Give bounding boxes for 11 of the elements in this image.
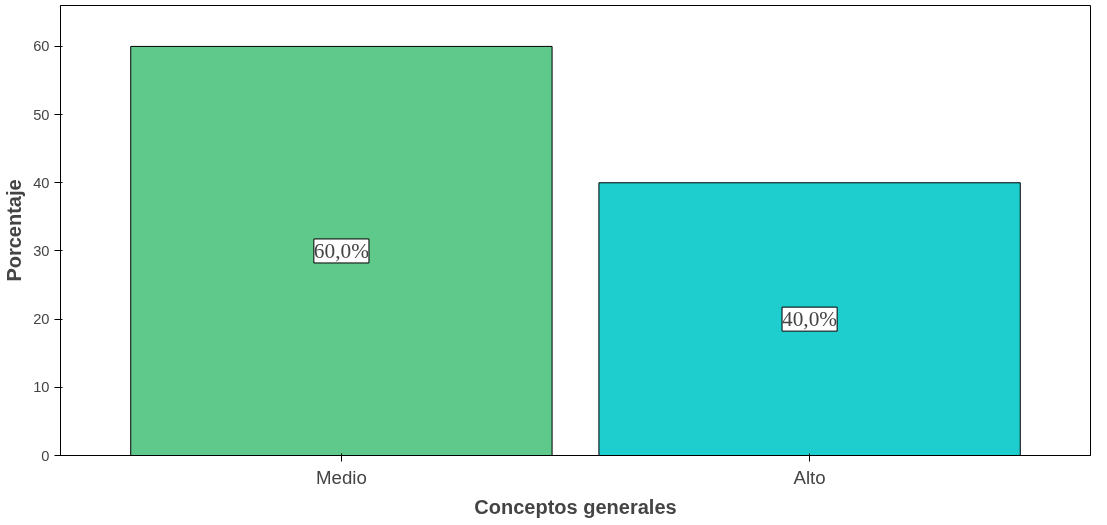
x-axis-title: Conceptos generales: [474, 495, 677, 518]
y-tick-label: 20: [33, 311, 50, 328]
y-tick-label: 30: [33, 242, 50, 259]
y-tick-label: 50: [33, 106, 50, 123]
y-tick-label: 60: [33, 38, 50, 55]
y-tick-label: 10: [33, 379, 50, 396]
y-axis-title: Porcentaje: [3, 179, 26, 282]
y-tick-label: 40: [33, 174, 50, 191]
x-tick-label: Medio: [316, 466, 367, 488]
y-tick-label: 0: [41, 447, 50, 464]
x-tick-label: Alto: [793, 466, 826, 488]
